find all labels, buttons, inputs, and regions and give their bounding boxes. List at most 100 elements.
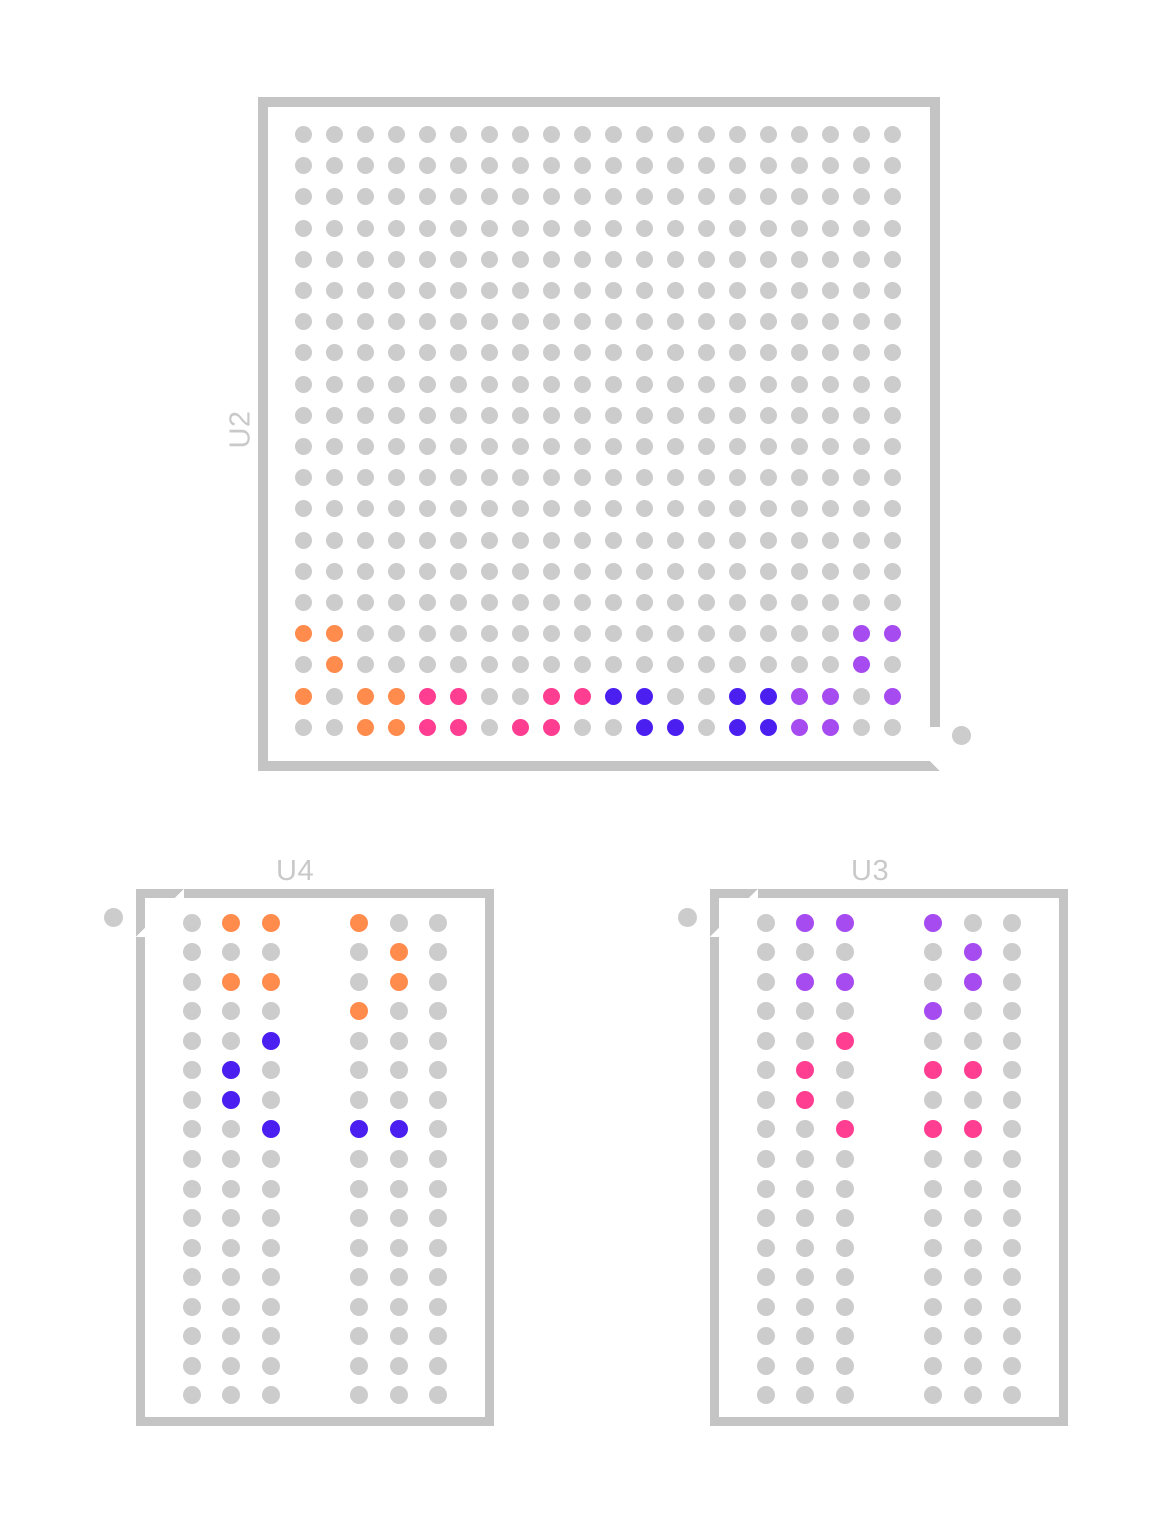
pin-r1-c12[interactable] — [636, 126, 653, 144]
pin-r14-c1[interactable] — [182, 1297, 201, 1316]
pin-r12-c12[interactable] — [636, 469, 653, 487]
pin-r20-c15[interactable] — [729, 718, 746, 736]
pin-r10-c4[interactable] — [388, 406, 405, 424]
pin-r14-c4[interactable] — [388, 531, 405, 549]
pin-r2-c9[interactable] — [543, 157, 560, 175]
pin-r7-c7[interactable] — [481, 313, 498, 331]
pin-r12-c19[interactable] — [853, 469, 870, 487]
pin-r11-c2[interactable] — [796, 1209, 815, 1228]
pin-r12-c5[interactable] — [963, 1238, 982, 1257]
pin-r2-c13[interactable] — [667, 157, 684, 175]
pin-r6-c8[interactable] — [512, 282, 529, 300]
pin-r5-c11[interactable] — [605, 250, 622, 268]
pin-r11-c4[interactable] — [388, 438, 405, 456]
pin-r18-c10[interactable] — [574, 656, 591, 674]
pin-r8-c15[interactable] — [729, 344, 746, 362]
pin-r7-c13[interactable] — [667, 313, 684, 331]
pin-r1-c4[interactable] — [388, 126, 405, 144]
pin-r9-c3[interactable] — [357, 375, 374, 393]
pin-r3-c9[interactable] — [543, 188, 560, 206]
pin-r4-c3[interactable] — [357, 219, 374, 237]
pin-r5-c3[interactable] — [835, 1031, 854, 1050]
pin-r11-c6[interactable] — [450, 438, 467, 456]
pin-r9-c5[interactable] — [963, 1149, 982, 1168]
pin-r5-c10[interactable] — [574, 250, 591, 268]
pin-r8-c2[interactable] — [222, 1120, 241, 1139]
pin-r5-c18[interactable] — [822, 250, 839, 268]
pin-r12-c3[interactable] — [835, 1238, 854, 1257]
pin-r5-c2[interactable] — [796, 1031, 815, 1050]
pin-r11-c3[interactable] — [261, 1209, 280, 1228]
pin-r15-c4[interactable] — [924, 1327, 943, 1346]
pin-r8-c4[interactable] — [350, 1120, 369, 1139]
pin-r14-c20[interactable] — [884, 531, 901, 549]
pin-r13-c20[interactable] — [884, 500, 901, 518]
pin-r14-c6[interactable] — [1003, 1297, 1022, 1316]
pin-r6-c6[interactable] — [429, 1061, 448, 1080]
pin-r20-c20[interactable] — [884, 718, 901, 736]
pin-r13-c8[interactable] — [512, 500, 529, 518]
pin-r16-c1[interactable] — [182, 1356, 201, 1375]
pin-r7-c10[interactable] — [574, 313, 591, 331]
pin-r2-c19[interactable] — [853, 157, 870, 175]
pin-r2-c3[interactable] — [835, 943, 854, 962]
pin-r5-c12[interactable] — [636, 250, 653, 268]
pin-r10-c14[interactable] — [698, 406, 715, 424]
pin-r3-c6[interactable] — [429, 972, 448, 991]
pin-r11-c12[interactable] — [636, 438, 653, 456]
pin-r14-c1[interactable] — [295, 531, 312, 549]
pin-r18-c5[interactable] — [419, 656, 436, 674]
pin-r11-c11[interactable] — [605, 438, 622, 456]
pin-r15-c14[interactable] — [698, 562, 715, 580]
pin-r12-c5[interactable] — [389, 1238, 408, 1257]
pin-r18-c15[interactable] — [729, 656, 746, 674]
pin-r5-c4[interactable] — [924, 1031, 943, 1050]
pin-r5-c2[interactable] — [326, 250, 343, 268]
pin-r13-c3[interactable] — [835, 1268, 854, 1287]
pin-r11-c5[interactable] — [963, 1209, 982, 1228]
pin-r11-c1[interactable] — [756, 1209, 775, 1228]
pin-r10-c18[interactable] — [822, 406, 839, 424]
pin-r4-c10[interactable] — [574, 219, 591, 237]
pin-r1-c18[interactable] — [822, 126, 839, 144]
pin-r15-c20[interactable] — [884, 562, 901, 580]
pin-r15-c3[interactable] — [835, 1327, 854, 1346]
pin-r7-c9[interactable] — [543, 313, 560, 331]
pin-r5-c7[interactable] — [481, 250, 498, 268]
pin-r4-c12[interactable] — [636, 219, 653, 237]
pin-r2-c1[interactable] — [182, 943, 201, 962]
pin-r1-c4[interactable] — [350, 913, 369, 932]
pin-r17-c5[interactable] — [389, 1386, 408, 1405]
pin-r2-c6[interactable] — [450, 157, 467, 175]
pin-r13-c6[interactable] — [429, 1268, 448, 1287]
pin-r6-c10[interactable] — [574, 282, 591, 300]
pin-r8-c4[interactable] — [924, 1120, 943, 1139]
pin-r20-c18[interactable] — [822, 718, 839, 736]
pin-r13-c5[interactable] — [963, 1268, 982, 1287]
pin-r1-c1[interactable] — [295, 126, 312, 144]
pin-r8-c4[interactable] — [388, 344, 405, 362]
pin-r13-c11[interactable] — [605, 500, 622, 518]
pin-r1-c15[interactable] — [729, 126, 746, 144]
pin-r13-c12[interactable] — [636, 500, 653, 518]
pin-r13-c10[interactable] — [574, 500, 591, 518]
pin-r10-c2[interactable] — [222, 1179, 241, 1198]
pin-r3-c1[interactable] — [295, 188, 312, 206]
pin-r19-c15[interactable] — [729, 687, 746, 705]
pin-r6-c6[interactable] — [1003, 1061, 1022, 1080]
pin-r3-c1[interactable] — [182, 972, 201, 991]
pin-r14-c12[interactable] — [636, 531, 653, 549]
pin-r13-c1[interactable] — [295, 500, 312, 518]
pin-r10-c15[interactable] — [729, 406, 746, 424]
pin-r5-c9[interactable] — [543, 250, 560, 268]
pin-r13-c19[interactable] — [853, 500, 870, 518]
pin-r11-c16[interactable] — [760, 438, 777, 456]
pin-r16-c9[interactable] — [543, 594, 560, 612]
pin-r6-c4[interactable] — [924, 1061, 943, 1080]
pin-r14-c3[interactable] — [261, 1297, 280, 1316]
pin-r19-c7[interactable] — [481, 687, 498, 705]
pin-r16-c20[interactable] — [884, 594, 901, 612]
pin-r18-c4[interactable] — [388, 656, 405, 674]
pin-r18-c14[interactable] — [698, 656, 715, 674]
pin-r12-c2[interactable] — [326, 469, 343, 487]
